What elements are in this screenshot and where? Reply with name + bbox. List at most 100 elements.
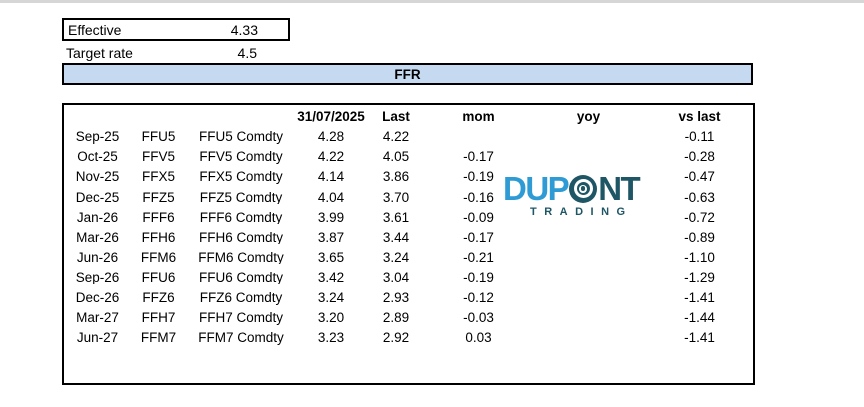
ffr-futures-table: 31/07/2025 Last mom yoy vs last Sep-25 FFU5 FF…: [62, 103, 755, 385]
cell-vs-last[interactable]: -0.63: [684, 190, 715, 205]
cell-ticker[interactable]: FFM7: [140, 331, 177, 345]
effective-value: 4.33: [230, 21, 258, 38]
cell-close-31-07-2025[interactable]: 3.65: [317, 250, 345, 265]
cell-close-31-07-2025[interactable]: 3.23: [317, 331, 345, 345]
effective-rate-cell[interactable]: Effective 4.33: [62, 18, 290, 41]
cell-close-31-07-2025[interactable]: 3.87: [317, 230, 345, 245]
cell-month[interactable]: Dec-25: [75, 190, 120, 205]
cell-close-31-07-2025[interactable]: 4.04: [317, 190, 345, 205]
cell-security[interactable]: FFF6 Comdty: [199, 210, 283, 225]
cell-security[interactable]: FFH6 Comdty: [198, 230, 283, 245]
cell-last[interactable]: 3.24: [382, 250, 410, 265]
cell-month[interactable]: Dec-26: [75, 291, 120, 305]
header-vs-last[interactable]: vs last: [678, 110, 721, 124]
cell-vs-last[interactable]: -0.11: [684, 130, 715, 144]
cell-mom[interactable]: -0.19: [463, 170, 494, 184]
cell-ticker[interactable]: FFH6: [141, 230, 176, 245]
cell-vs-last[interactable]: -0.89: [684, 230, 715, 245]
cell-mom[interactable]: -0.17: [463, 230, 494, 245]
cell-vs-last[interactable]: -0.47: [684, 170, 715, 184]
cell-last[interactable]: 4.22: [382, 130, 410, 144]
header-close-31-07-2025[interactable]: 31/07/2025: [297, 110, 365, 124]
cell-close-31-07-2025[interactable]: 4.14: [317, 170, 345, 184]
header-last[interactable]: Last: [382, 110, 410, 124]
cell-ticker[interactable]: FFZ5: [142, 190, 175, 205]
header-yoy[interactable]: yoy: [576, 110, 601, 124]
cell-ticker[interactable]: FFU6: [141, 270, 176, 285]
dupont-trading-logo: DUP NT TRADING: [503, 172, 653, 218]
cell-last[interactable]: 3.44: [382, 230, 410, 245]
table-row: Mar-27 FFH7 FFH7 Comdty 3.20 2.89 -0.03 -1.44: [64, 308, 753, 328]
cell-mom[interactable]: -0.16: [463, 190, 494, 205]
cell-month[interactable]: Jun-27: [76, 331, 119, 345]
cell-close-31-07-2025[interactable]: 4.22: [317, 150, 345, 164]
cell-ticker[interactable]: FFZ6: [142, 291, 175, 305]
cell-security[interactable]: FFZ5 Comdty: [199, 190, 283, 205]
table-header-row: 31/07/2025 Last mom yoy vs last: [64, 107, 753, 127]
cell-close-31-07-2025[interactable]: 3.24: [317, 291, 345, 305]
table-row: Sep-26 FFU6 FFU6 Comdty 3.42 3.04 -0.19 -1.29: [64, 268, 753, 288]
cell-ticker[interactable]: FFU5: [141, 130, 176, 144]
cell-last[interactable]: 3.86: [382, 170, 410, 184]
window-top-edge: [0, 0, 864, 3]
effective-label: Effective: [68, 21, 122, 38]
cell-last[interactable]: 2.89: [382, 311, 410, 325]
cell-security[interactable]: FFM6 Comdty: [198, 250, 284, 265]
ffr-banner-title: FFR: [394, 66, 421, 82]
cell-mom[interactable]: -0.09: [463, 210, 494, 225]
cell-mom[interactable]: -0.03: [463, 311, 494, 325]
ffr-section-banner[interactable]: FFR: [62, 63, 753, 85]
cell-security[interactable]: FFX5 Comdty: [199, 170, 283, 184]
cell-month[interactable]: Sep-25: [75, 130, 120, 144]
cell-ticker[interactable]: FFX5: [141, 170, 175, 184]
table-row: Mar-26 FFH6 FFH6 Comdty 3.87 3.44 -0.17 -0.89: [64, 227, 753, 247]
cell-mom[interactable]: 0.03: [465, 331, 492, 345]
cell-month[interactable]: Jan-26: [76, 210, 119, 225]
cell-last[interactable]: 3.70: [382, 190, 410, 205]
cell-last[interactable]: 2.92: [382, 331, 410, 345]
cell-close-31-07-2025[interactable]: 3.99: [317, 210, 345, 225]
logo-text-dup: DUP: [503, 170, 570, 207]
futures-table-body: Sep-25 FFU5 FFU5 Comdty 4.28 4.22 -0.11 Oct-25…: [64, 127, 753, 348]
table-row: Jan-26 FFF6 FFF6 Comdty 3.99 3.61 -0.09 -0.72: [64, 207, 753, 227]
cell-security[interactable]: FFU6 Comdty: [198, 270, 283, 285]
cell-month[interactable]: Nov-25: [75, 170, 120, 184]
cell-security[interactable]: FFZ6 Comdty: [199, 291, 283, 305]
cell-close-31-07-2025[interactable]: 3.20: [317, 311, 345, 325]
cell-vs-last[interactable]: -1.29: [684, 270, 715, 285]
target-rate-cell[interactable]: Target rate 4.5: [62, 43, 290, 63]
cell-last[interactable]: 3.04: [382, 270, 410, 285]
cell-security[interactable]: FFM7 Comdty: [198, 331, 284, 345]
cell-month[interactable]: Oct-25: [77, 150, 118, 164]
cell-security[interactable]: FFV5 Comdty: [199, 150, 283, 164]
cell-month[interactable]: Sep-26: [75, 270, 120, 285]
cell-ticker[interactable]: FFF6: [142, 210, 175, 225]
cell-close-31-07-2025[interactable]: 3.42: [317, 270, 345, 285]
cell-vs-last[interactable]: -1.41: [684, 291, 715, 305]
table-row: Nov-25 FFX5 FFX5 Comdty 4.14 3.86 -0.19 -0.47: [64, 167, 753, 187]
cell-month[interactable]: Jun-26: [76, 250, 119, 265]
cell-last[interactable]: 2.93: [382, 291, 410, 305]
logo-wordmark: DUP NT: [503, 172, 653, 205]
cell-vs-last[interactable]: -1.44: [684, 311, 715, 325]
cell-last[interactable]: 3.61: [382, 210, 410, 225]
cell-mom[interactable]: -0.17: [463, 150, 494, 164]
table-row: Dec-26 FFZ6 FFZ6 Comdty 3.24 2.93 -0.12 -1.41: [64, 288, 753, 308]
cell-month[interactable]: Mar-27: [76, 311, 119, 325]
cell-security[interactable]: FFU5 Comdty: [198, 130, 283, 144]
header-mom[interactable]: mom: [462, 110, 495, 124]
cell-vs-last[interactable]: -1.10: [684, 250, 715, 265]
cell-security[interactable]: FFH7 Comdty: [198, 311, 283, 325]
cell-ticker[interactable]: FFM6: [140, 250, 177, 265]
cell-vs-last[interactable]: -0.28: [684, 150, 715, 164]
cell-mom[interactable]: -0.12: [463, 291, 494, 305]
cell-month[interactable]: Mar-26: [76, 230, 119, 245]
cell-last[interactable]: 4.05: [382, 150, 410, 164]
cell-mom[interactable]: -0.19: [463, 270, 494, 285]
cell-vs-last[interactable]: -0.72: [684, 210, 715, 225]
cell-close-31-07-2025[interactable]: 4.28: [317, 130, 345, 144]
cell-ticker[interactable]: FFV5: [141, 150, 175, 164]
cell-mom[interactable]: -0.21: [463, 250, 494, 265]
cell-ticker[interactable]: FFH7: [141, 311, 176, 325]
cell-vs-last[interactable]: -1.41: [684, 331, 715, 345]
